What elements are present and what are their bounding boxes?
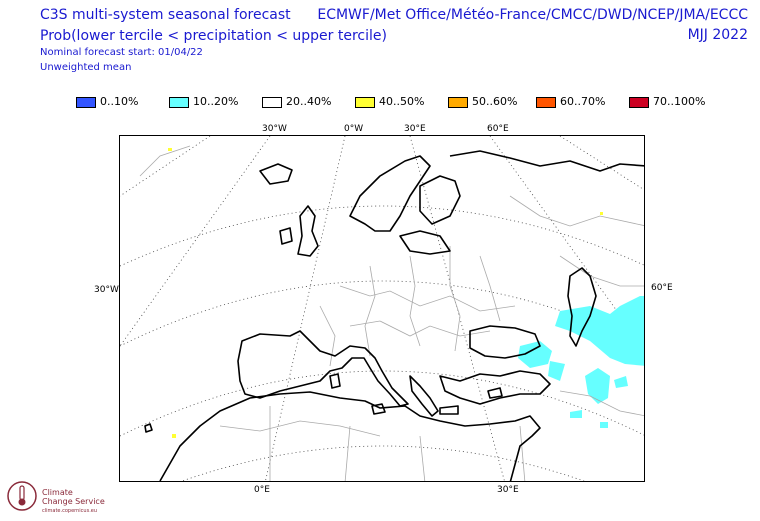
coast-sardinia [329,373,341,389]
border-line [339,285,516,312]
coast-iberia-france-italy [237,330,409,407]
border-line [559,390,644,417]
coast-crete [439,405,459,415]
coast-arctic [449,150,644,172]
graticule [120,136,644,481]
axis-label-top: 0°W [344,124,364,134]
axis-label-left: 30°W [94,285,119,295]
axis-label-top: 60°E [487,124,509,134]
coast-ireland [279,227,293,245]
legend-swatch [448,97,468,108]
coast-canary [144,423,153,433]
parallel-line [120,205,644,267]
forecast-start-label: Nominal forecast start: 01/04/22 [40,47,203,58]
coast-finland [419,175,461,225]
legend-swatch [536,97,556,108]
coast-baltic [399,230,451,255]
coast-balkans [409,375,439,417]
border-line [409,255,421,347]
copernicus-logo: Climate Change Service climate.copernicu… [6,478,116,518]
logo-line2: Change Service [42,497,105,506]
shading-area [168,148,172,151]
legend-swatch [629,97,649,108]
map-title: C3S multi-system seasonal forecast [40,7,291,23]
meridian-line [559,136,644,191]
axis-label-bottom: 0°E [254,485,270,495]
coast-north-africa [159,391,541,481]
thermometer-logo-icon [7,481,37,511]
parallel-line [181,445,585,481]
meridian-line [120,136,271,347]
meridian-line [265,136,346,481]
coast-iceland [259,163,293,185]
mean-label: Unweighted mean [40,62,132,73]
shading-area [518,341,552,368]
legend-label: 10..20% [193,95,239,108]
legend-label: 70..100% [653,95,706,108]
shading-area [600,422,608,428]
coast-turkey [439,370,551,405]
shading-area [585,368,610,404]
legend-swatch [169,97,189,108]
legend-label: 60..70% [560,95,606,108]
shading-area [570,410,582,418]
legend-label: 0..10% [100,95,139,108]
coast-great-britain [297,205,319,257]
season-label: MJJ 2022 [687,27,748,43]
meridian-line [120,136,211,197]
shading-area [548,361,565,381]
border-line [449,246,461,352]
border-line [419,435,426,481]
centres-label: ECMWF/Met Office/Météo-France/CMCC/DWD/N… [317,7,748,23]
shading-area [172,434,176,438]
axis-label-bottom: 30°E [497,485,519,495]
axis-label-right: 60°E [651,283,673,293]
border-line [479,255,501,322]
coast-sicily [371,403,386,415]
meridian-line [489,136,644,349]
country-borders [139,145,644,481]
shading-area [614,376,628,388]
coast-scandinavia [349,155,431,232]
coast-cyprus [487,387,503,399]
yellow-probability-dots [168,148,603,438]
border-line [349,320,491,337]
legend-swatch [262,97,282,108]
shading-area [555,296,644,366]
cyan-probability-shading [518,296,644,428]
shading-area [600,212,603,215]
border-line [509,195,644,227]
coastline [144,150,644,481]
logo-line1: Climate [42,488,73,497]
map-canvas [120,136,644,481]
border-line [139,145,191,177]
variable-label: Prob(lower tercile < precipitation < upp… [40,28,387,44]
legend-label: 50..60% [472,95,518,108]
legend-label: 40..50% [379,95,425,108]
axis-label-top: 30°W [262,124,287,134]
forecast-map [119,135,645,482]
axis-label-top: 30°E [404,124,426,134]
coast-caspian [567,267,597,347]
border-line [219,420,381,437]
border-line [364,265,376,357]
border-line [319,305,336,367]
logo-text: Climate Change Service [42,488,105,506]
coast-black-sea [469,325,541,359]
legend-label: 20..40% [286,95,332,108]
legend-swatch [355,97,375,108]
legend-swatch [76,97,96,108]
border-line [519,425,526,481]
border-line [344,425,351,481]
logo-tagline: climate.copernicus.eu [42,508,98,514]
border-line [559,255,644,287]
